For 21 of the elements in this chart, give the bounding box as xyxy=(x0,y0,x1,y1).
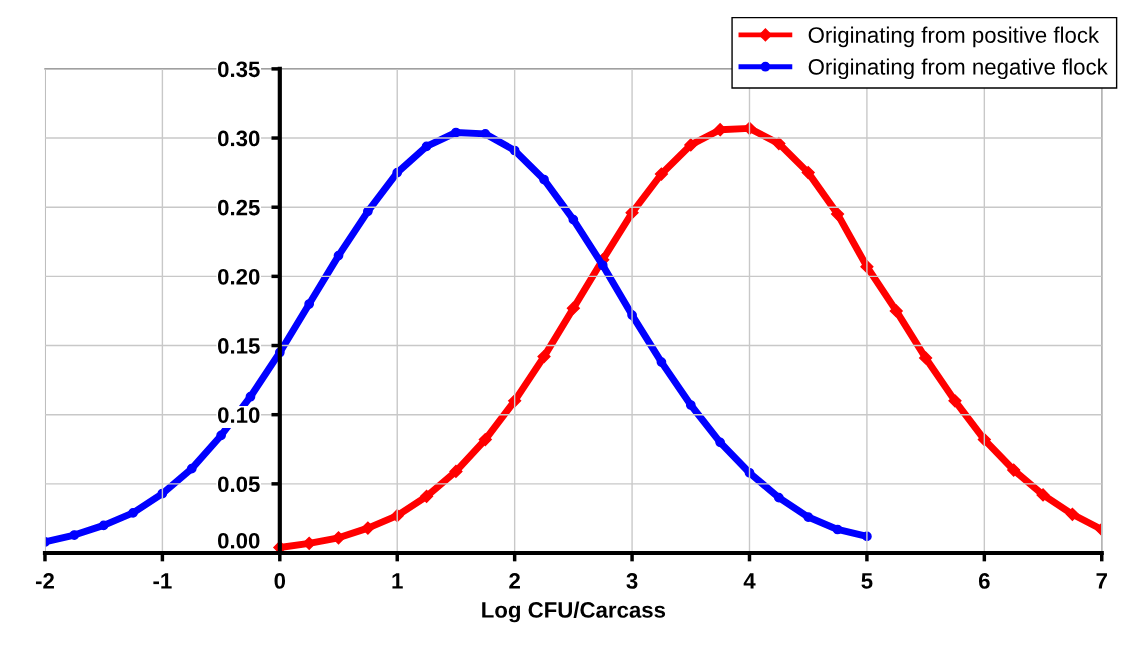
x-tick-label: 4 xyxy=(743,573,756,589)
y-tick-label: 0.00 xyxy=(218,532,260,549)
legend-label: Originating from positive flock xyxy=(808,26,1100,48)
x-tick-label: 3 xyxy=(626,573,638,589)
x-tick-label: 1 xyxy=(392,573,403,589)
x-tick-label: 5 xyxy=(861,573,873,589)
x-tick-label: 7 xyxy=(1096,573,1107,589)
x-tick-label: -2 xyxy=(35,573,54,589)
x-tick-label: 2 xyxy=(509,573,520,589)
x-tick-label: 0 xyxy=(274,573,286,589)
y-tick-label: 0.35 xyxy=(218,61,260,78)
y-tick-label: 0.20 xyxy=(218,268,260,285)
y-tick-label: 0.25 xyxy=(218,199,260,216)
legend-label: Originating from negative flock xyxy=(808,58,1108,80)
y-tick-label: 0.30 xyxy=(218,130,260,147)
x-axis-title: Log CFU/Carcass xyxy=(482,601,666,623)
y-tick-label: 0.15 xyxy=(218,338,260,354)
x-tick-label: 6 xyxy=(978,573,990,589)
y-tick-label: 0.05 xyxy=(218,476,260,493)
y-tick-label: 0.10 xyxy=(218,407,260,423)
x-tick-label: -1 xyxy=(153,573,172,589)
